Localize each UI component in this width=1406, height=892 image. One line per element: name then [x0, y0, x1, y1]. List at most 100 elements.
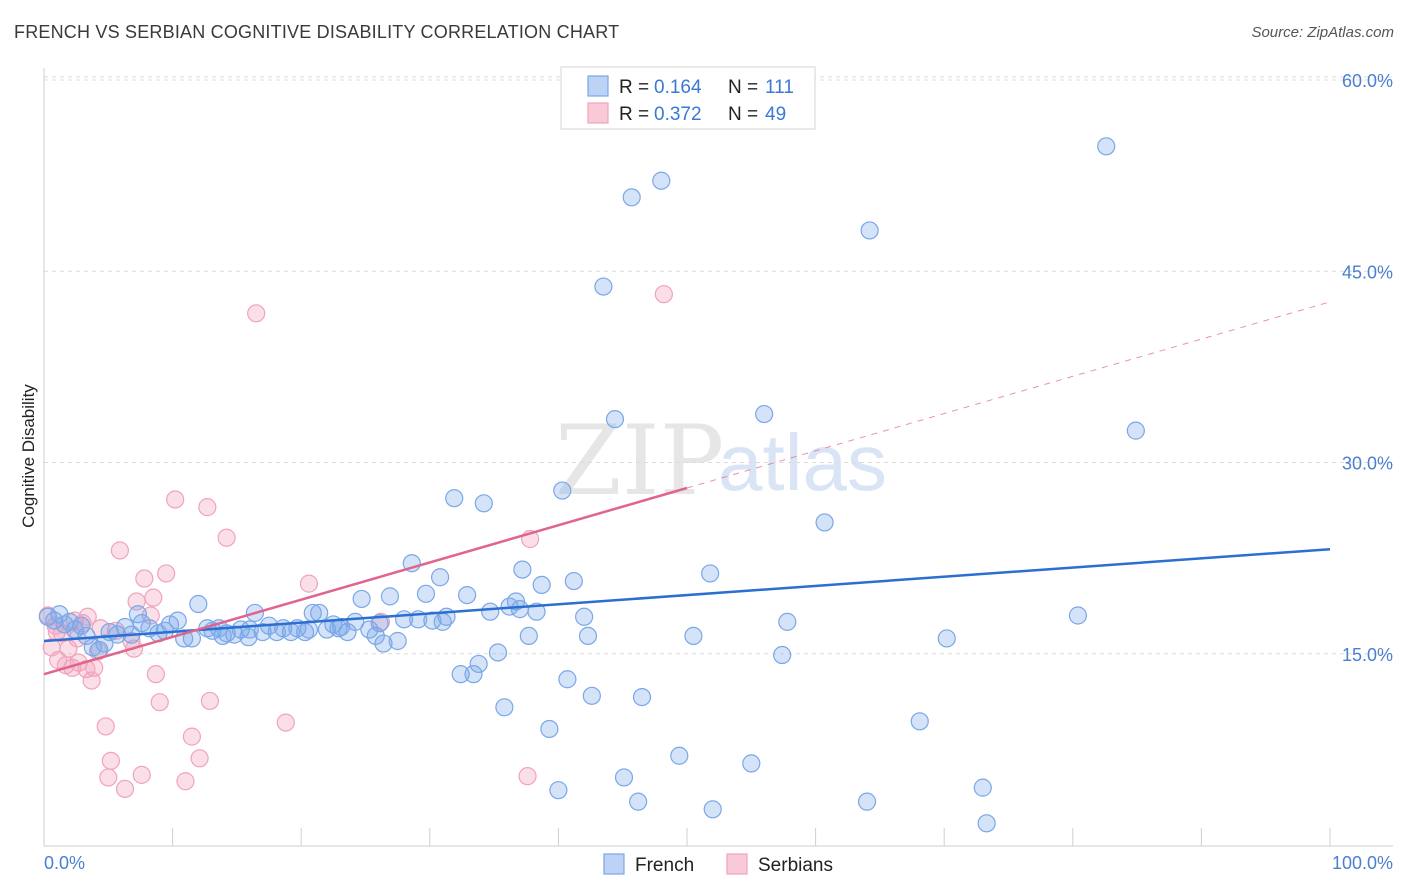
french-point [481, 602, 500, 621]
axes [43, 68, 1393, 847]
french-point [1097, 137, 1116, 156]
serbian-point [176, 772, 195, 791]
x-tick-label-min: 0.0% [44, 853, 85, 873]
french-point [605, 410, 625, 429]
bottom-legend-french: French [635, 855, 694, 876]
french-point [451, 665, 470, 684]
legend-r-value-serbian: 0.372 [654, 104, 702, 125]
french-point [977, 814, 996, 833]
french-point [95, 634, 114, 653]
serbian-point [299, 574, 319, 593]
bottom-legend: French Serbians [603, 853, 833, 876]
french-point [1068, 606, 1088, 625]
legend-r-label-serbian: R = [619, 104, 649, 125]
french-point [374, 634, 393, 653]
french-point [513, 560, 532, 579]
french-point [388, 631, 407, 651]
bottom-legend-swatch-serbian [726, 853, 748, 875]
french-point [457, 585, 477, 605]
serbian-point [146, 665, 165, 684]
serbian-point [200, 691, 219, 711]
french-point [910, 712, 929, 731]
french-point [352, 589, 371, 609]
serbian-points [38, 285, 673, 799]
french-point [213, 626, 232, 646]
serbian-point [276, 713, 295, 732]
serbian-point [518, 767, 537, 786]
french-point [445, 489, 464, 508]
y-tick-label-45: 45.0% [1342, 262, 1393, 282]
serbian-point [654, 285, 673, 304]
watermark-atlas: atlas [718, 418, 887, 507]
serbian-point [166, 490, 185, 509]
serbian-point [144, 588, 163, 607]
bottom-legend-serbians: Serbians [758, 855, 833, 876]
serbian-trend-extension [686, 301, 1331, 489]
serbian-point [110, 541, 129, 560]
french-point [778, 612, 797, 631]
y-tick-label-60: 60.0% [1342, 71, 1393, 91]
trend-lines [43, 301, 1331, 676]
y-tick-labels: 15.0% 30.0% 45.0% 60.0% [1342, 71, 1393, 665]
french-point [329, 619, 348, 638]
french-point [77, 626, 96, 646]
grid-lines [44, 76, 1393, 655]
french-point [240, 620, 259, 639]
french-point [430, 568, 450, 587]
french-point [380, 587, 400, 606]
french-point [937, 629, 956, 648]
serbian-point [198, 498, 217, 517]
legend-r-label-french: R = [619, 77, 649, 98]
serbian-point [182, 727, 201, 746]
french-point [652, 171, 671, 190]
french-point [1126, 421, 1145, 440]
french-point [578, 626, 598, 646]
french-point [189, 594, 208, 614]
serbian-point [135, 569, 154, 588]
french-point [474, 494, 493, 513]
french-point [629, 792, 648, 811]
serbian-point [190, 749, 209, 768]
french-point [575, 607, 594, 626]
french-point [558, 670, 577, 689]
french-point [973, 778, 992, 797]
french-point [670, 746, 689, 765]
french-point [622, 188, 641, 207]
serbian-point [99, 768, 118, 787]
x-tick-labels: 0.0% 100.0% [44, 853, 1393, 873]
y-tick-label-15: 15.0% [1342, 645, 1393, 665]
french-point [416, 584, 436, 603]
legend-box: R = 0.164 N = 111 R = 0.372 N = 49 [560, 66, 816, 130]
french-point [72, 616, 91, 635]
french-point [469, 654, 488, 674]
french-point [684, 626, 703, 646]
french-point [553, 481, 572, 500]
french-point [464, 665, 483, 684]
french-point [370, 614, 389, 633]
serbian-point [96, 717, 115, 736]
legend-r-value-french: 0.164 [654, 77, 702, 98]
legend-swatch-french [587, 75, 609, 97]
french-point [488, 643, 508, 662]
french-point [168, 611, 187, 630]
french-point [701, 564, 720, 583]
serbian-point [150, 693, 169, 712]
french-point [773, 645, 792, 665]
french-point [532, 575, 551, 595]
french-point [632, 687, 652, 707]
y-tick-label-30: 30.0% [1342, 454, 1393, 474]
french-point [755, 404, 774, 424]
serbian-point [115, 779, 135, 799]
serbian-point [217, 528, 236, 547]
source-label: Source: ZipAtlas.com [1251, 24, 1394, 41]
french-point [239, 628, 258, 647]
x-tick-label-max: 100.0% [1332, 853, 1393, 873]
french-point [860, 221, 879, 240]
french-point [50, 605, 69, 624]
french-point [564, 571, 583, 591]
french-point [582, 686, 601, 705]
french-point [703, 800, 722, 819]
french-point [128, 605, 147, 624]
serbian-point [78, 607, 97, 626]
